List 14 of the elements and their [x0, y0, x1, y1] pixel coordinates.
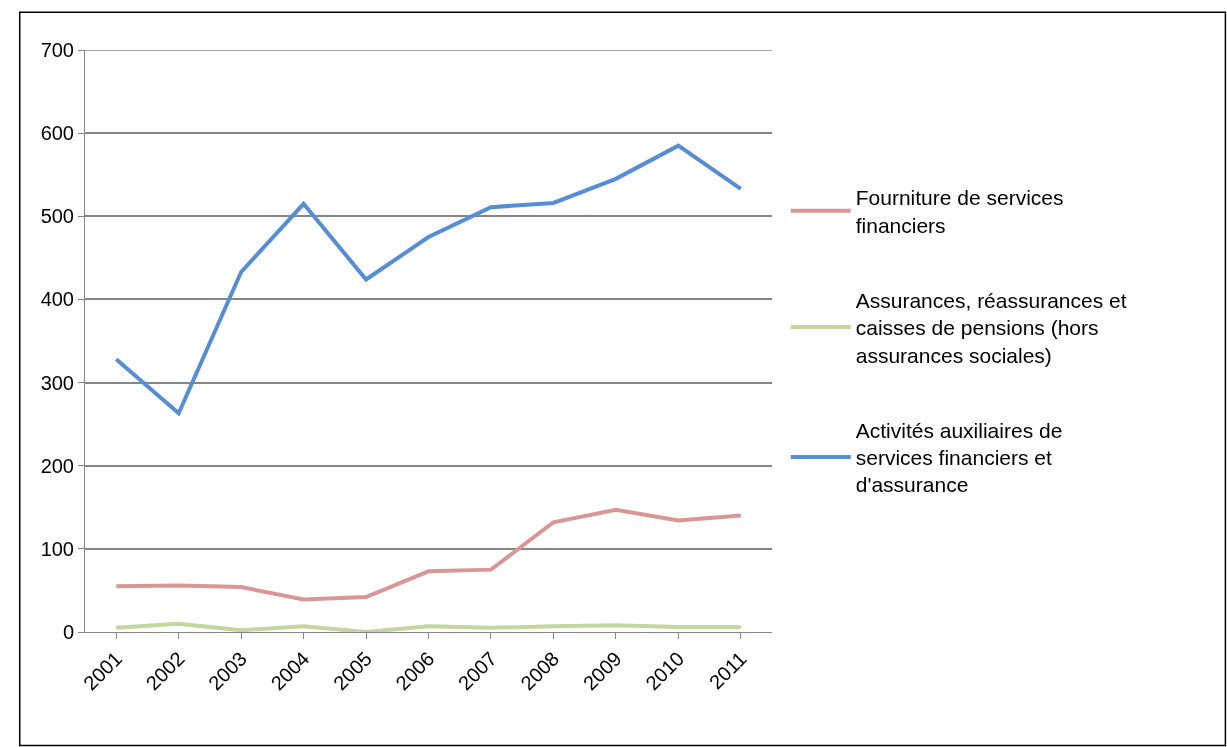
line-series — [114, 621, 743, 632]
y-tick-label: 0 — [62, 621, 74, 643]
line-series — [114, 143, 743, 416]
y-tick-label: 700 — [40, 39, 74, 61]
y-tick-label: 200 — [40, 454, 74, 477]
legend-label: Fourniture de services financiers — [855, 186, 1064, 237]
y-tick-label: 400 — [40, 288, 74, 311]
y-tick-label: 600 — [40, 122, 74, 145]
legend-label: Activités auxiliaires de services financiers et d'assurance — [855, 418, 1063, 497]
y-tick-label: 300 — [40, 371, 74, 394]
line-series — [114, 507, 743, 602]
y-tick-label: 500 — [40, 205, 74, 228]
legend-label: Assurances, réassurances et caisses de pensions (hors assurances sociales) — [855, 288, 1127, 367]
y-tick-label: 100 — [40, 537, 74, 560]
